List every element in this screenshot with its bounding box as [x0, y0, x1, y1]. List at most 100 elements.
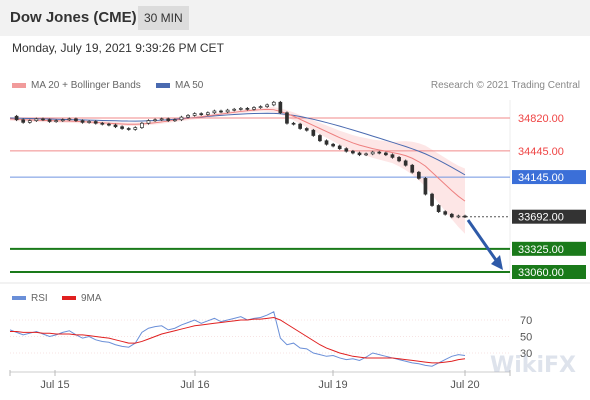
level-tag-support — [512, 265, 586, 279]
candle-body — [232, 108, 237, 111]
rsi-9ma-line — [10, 317, 466, 364]
level-label-resistance: 34445.00 — [518, 146, 564, 158]
candle-body — [120, 126, 124, 129]
level-label-pivot: 34145.00 — [518, 172, 564, 184]
level-tag-support — [512, 241, 586, 256]
candle-body — [238, 108, 243, 110]
timestamp: Monday, July 19, 2021 9:39:26 PM CET — [12, 41, 224, 55]
legend-label-rsi: RSI — [31, 293, 48, 304]
candle-body — [21, 119, 26, 123]
candle-body — [304, 128, 309, 131]
rsi-tick-label: 50 — [520, 332, 532, 344]
candle-body — [80, 120, 85, 123]
candle-body — [67, 118, 72, 121]
candle-body — [423, 178, 428, 195]
chart-title: Dow Jones (CME) — [10, 9, 137, 26]
candle-body — [443, 211, 448, 215]
level-label-support: 33060.00 — [518, 267, 564, 279]
candle-body — [153, 119, 157, 122]
candle-body — [364, 153, 368, 156]
candle-body — [133, 127, 138, 130]
candle-body — [410, 164, 415, 173]
candle-body — [245, 108, 250, 110]
candle-body — [337, 145, 342, 149]
x-tick-label: Jul 19 — [318, 379, 347, 391]
rsi-line — [9, 311, 466, 367]
candle-body — [140, 122, 144, 128]
candle-body — [107, 123, 111, 126]
candle-body — [219, 110, 223, 113]
credit-text: Research © 2021 Trading Central — [430, 80, 580, 91]
legend-9ma: 9MA — [62, 293, 102, 304]
legend-ma50: MA 50 — [156, 80, 203, 91]
legend-swatch-rsi — [12, 296, 26, 301]
candle-body — [456, 215, 461, 218]
ma20-line — [9, 108, 466, 202]
candle-body — [285, 112, 289, 124]
candle-body — [384, 152, 388, 156]
candle-body — [403, 160, 408, 166]
ma50-line — [9, 112, 466, 176]
candle-body — [377, 151, 382, 154]
x-tick-label: Jul 16 — [180, 379, 209, 391]
candle-body — [14, 115, 19, 121]
bollinger-band — [10, 107, 465, 234]
legend-label-bollinger: MA 20 + Bollinger Bands — [31, 80, 141, 91]
level-label-last: 33692.00 — [518, 212, 564, 224]
candle-body — [430, 193, 434, 206]
candle-body — [416, 171, 421, 179]
candle-body — [205, 112, 210, 115]
legend-rsi: RSI — [12, 293, 48, 304]
candle-body — [60, 119, 65, 122]
candle-body — [271, 101, 276, 106]
chart-header: Dow Jones (CME) 30 MIN — [0, 0, 590, 36]
legend-swatch-9ma — [62, 296, 76, 301]
candle-body — [278, 101, 283, 114]
candle-body — [351, 150, 355, 154]
level-tag-pivot — [512, 170, 586, 185]
candle-body — [331, 143, 335, 147]
candle-body — [225, 109, 230, 113]
legend-label-ma50: MA 50 — [175, 80, 204, 91]
candle-body — [265, 104, 270, 107]
candle-body — [311, 129, 316, 136]
candle-body — [324, 140, 329, 145]
interval-tab[interactable]: 30 MIN — [138, 6, 189, 30]
candle-body — [370, 151, 375, 155]
candle-body — [54, 120, 59, 122]
candle-body — [390, 154, 395, 158]
candle-body — [166, 118, 171, 121]
candle-body — [463, 215, 467, 218]
candle-body — [146, 120, 151, 124]
candle-body — [436, 205, 441, 212]
candle-body — [344, 148, 349, 152]
candle-body — [179, 116, 184, 121]
candle-body — [100, 122, 105, 125]
candle-body — [47, 119, 52, 122]
rsi-tick-label: 70 — [520, 315, 532, 327]
legend-label-9ma: 9MA — [81, 293, 102, 304]
candle-body — [212, 110, 217, 114]
candle-body — [357, 152, 362, 156]
candle-body — [258, 106, 263, 108]
level-tag-last — [512, 209, 586, 224]
candle-body — [291, 122, 296, 125]
candle-body — [397, 157, 401, 162]
watermark-logo: WikiFX — [490, 353, 576, 378]
candle-body — [298, 123, 302, 129]
candle-body — [318, 135, 322, 142]
level-label-support: 33325.00 — [518, 244, 564, 256]
candle-body — [34, 118, 39, 121]
x-tick-label: Jul 20 — [450, 379, 479, 391]
level-label-resistance: 34820.00 — [518, 113, 564, 125]
candle-body — [93, 121, 98, 124]
candle-body — [173, 119, 177, 122]
candle-body — [74, 118, 78, 121]
legend-swatch-bollinger — [12, 82, 26, 88]
candle-body — [126, 128, 131, 130]
forecast-arrow — [466, 219, 500, 264]
legend-swatch-ma50 — [156, 82, 170, 88]
candle-body — [186, 115, 190, 118]
candle-body — [159, 118, 164, 121]
